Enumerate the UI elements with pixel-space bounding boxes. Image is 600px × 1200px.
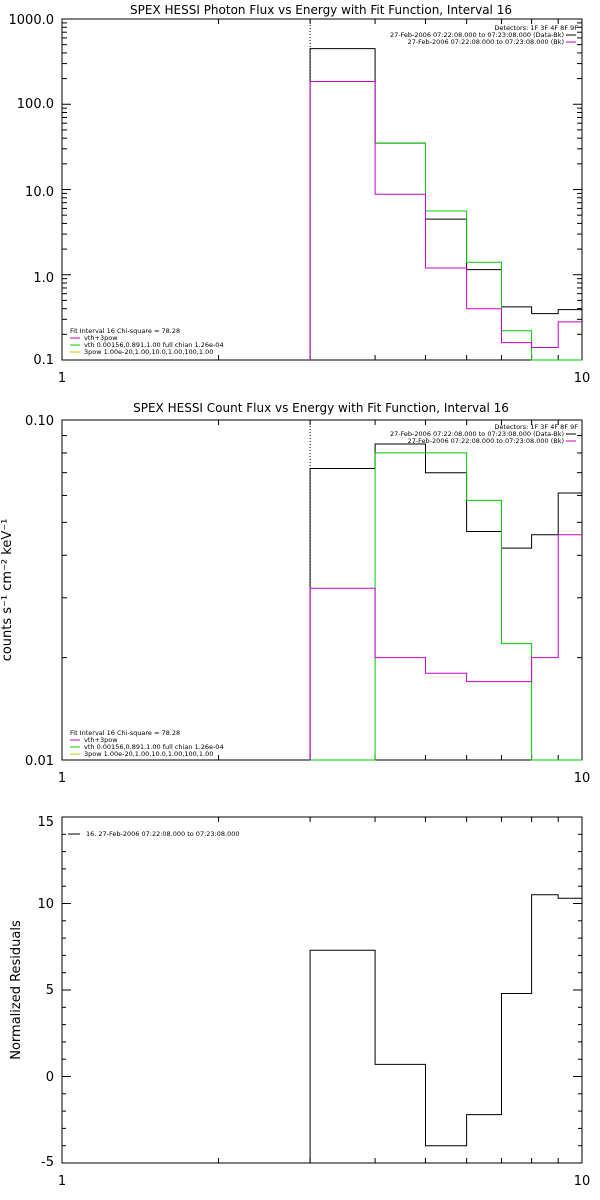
photon-detectors-label: Detectors: 1F 3F 4F 8F 9F xyxy=(494,24,578,32)
photon-ytick-label: 10.0 xyxy=(25,185,54,200)
count-fit-legend: Fit Interval 16 Chi-square = 78.28 vth+3… xyxy=(70,729,224,758)
count-flux-panel: SPEX HESSI Count Flux vs Energy with Fit… xyxy=(0,401,590,786)
count-green-series-line xyxy=(310,452,582,761)
count-fit-vth-label: vth 0.00156,0.891,1.00 full chian 1.26e-… xyxy=(84,743,224,751)
residuals-legend-label: 16. 27-Feb-2006 07:22:08.000 to 07:23:08… xyxy=(86,830,239,838)
photon-axis-ticks xyxy=(62,18,582,361)
residuals-xtick-label: 10 xyxy=(574,1174,591,1189)
count-xtick-label: 1 xyxy=(58,771,66,786)
photon-xtick-label: 1 xyxy=(58,371,66,386)
residuals-plot-frame xyxy=(61,816,583,1164)
residuals-black-series-line xyxy=(309,894,582,1163)
residuals-ytick-label: -5 xyxy=(41,1155,54,1170)
residuals-ytick-label: 10 xyxy=(37,897,54,912)
photon-ytick-label: 100.0 xyxy=(17,97,54,112)
photon-magenta-series-line xyxy=(309,81,582,360)
photon-black-series-line xyxy=(309,48,582,360)
count-xtick-label: 10 xyxy=(574,771,591,786)
count-fit-3pow-label: 3pow 1.00e-20,1.00,10.0,1.00,100,1.00 xyxy=(84,750,213,758)
photon-green-series-line xyxy=(309,81,582,361)
count-fit-total-label: vth+3pow xyxy=(84,736,118,744)
photon-ytick-label: 1.0 xyxy=(33,271,54,286)
photon-xtick-label: 10 xyxy=(574,371,591,386)
photon-ytick-label: 1000.0 xyxy=(9,13,55,28)
photon-fit-legend: Fit Interval 16 Chi-square = 78.28 vth+3… xyxy=(70,327,224,356)
photon-series xyxy=(309,48,582,361)
count-chart-title: SPEX HESSI Count Flux vs Energy with Fit… xyxy=(133,401,509,415)
photon-data-interval-label: 27-Feb-2006 07:22:08.000 to 07:23:08.000… xyxy=(390,31,564,39)
residuals-axis-ticks xyxy=(62,816,582,1164)
count-magenta-series-line xyxy=(309,534,582,760)
residuals-series xyxy=(309,894,582,1163)
count-detectors-label: Detectors: 1F 3F 4F 8F 9F xyxy=(494,423,578,431)
count-y-axis-label: counts s⁻¹ cm⁻² keV⁻¹ xyxy=(0,519,15,662)
photon-flux-panel: SPEX HESSI Photon Flux vs Energy with Fi… xyxy=(9,3,591,386)
photon-fit-total-label: vth+3pow xyxy=(84,334,118,342)
count-ytick-label: 0.01 xyxy=(25,754,54,769)
count-series xyxy=(309,443,582,761)
count-axis-ticks xyxy=(62,419,582,761)
photon-plot-frame xyxy=(61,18,583,361)
count-info-legend: Detectors: 1F 3F 4F 8F 9F 27-Feb-2006 07… xyxy=(390,423,578,445)
count-plot-frame xyxy=(61,419,583,761)
count-ytick-label: 0.10 xyxy=(25,414,54,429)
residuals-ytick-label: 15 xyxy=(37,815,54,830)
residuals-panel: 15 10 5 0 -5 1 10 Normalized Residuals 1… xyxy=(9,815,590,1189)
residuals-ytick-label: 5 xyxy=(46,983,54,998)
residuals-ytick-label: 0 xyxy=(46,1070,54,1085)
photon-fit-3pow-label: 3pow 1.00e-20,1.00,10.0,1.00,100,1.00 xyxy=(84,348,213,356)
photon-info-legend: Detectors: 1F 3F 4F 8F 9F 27-Feb-2006 07… xyxy=(390,24,578,46)
count-bk-interval-label: 27-Feb-2006 07:22:08.000 to 07:23:08.000… xyxy=(408,437,564,445)
photon-fit-interval-label: Fit Interval 16 Chi-square = 78.28 xyxy=(70,327,180,335)
count-black-series-line xyxy=(309,443,582,760)
count-data-interval-label: 27-Feb-2006 07:22:08.000 to 07:23:08.000… xyxy=(390,430,564,438)
photon-fit-vth-label: vth 0.00156,0.891,1.00 full chian 1.26e-… xyxy=(84,341,224,349)
photon-chart-title: SPEX HESSI Photon Flux vs Energy with Fi… xyxy=(130,3,512,17)
residuals-y-axis-label: Normalized Residuals xyxy=(9,920,24,1060)
count-fit-interval-label: Fit Interval 16 Chi-square = 78.28 xyxy=(70,729,180,737)
residuals-xtick-label: 1 xyxy=(58,1174,66,1189)
photon-bk-interval-label: 27-Feb-2006 07:22:08.000 to 07:23:08.000… xyxy=(408,38,564,46)
photon-ytick-label: 0.1 xyxy=(33,353,54,368)
